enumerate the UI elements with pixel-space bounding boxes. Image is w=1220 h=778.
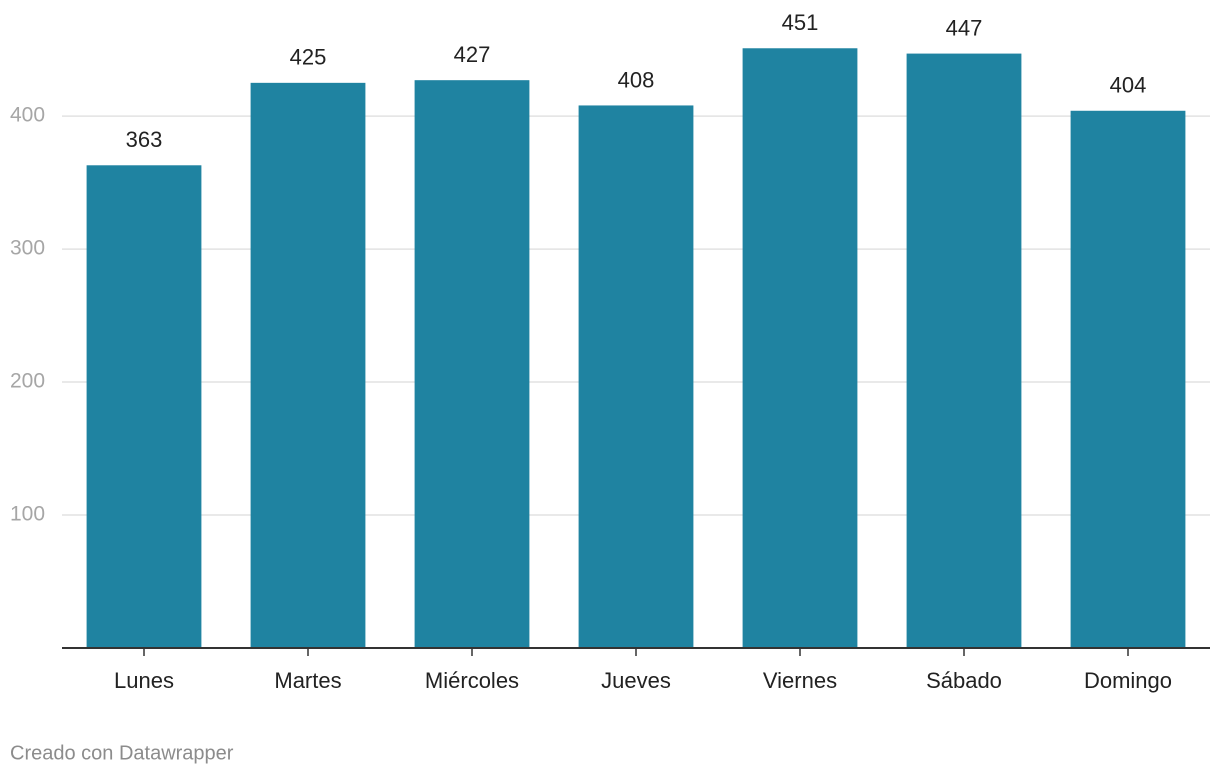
- y-tick-label: 400: [10, 104, 45, 127]
- x-tick-label: Lunes: [114, 668, 174, 693]
- bar: [250, 82, 366, 648]
- value-label: 425: [290, 45, 327, 70]
- value-label: 404: [1110, 73, 1147, 98]
- bar: [414, 80, 530, 649]
- value-label: 447: [946, 15, 983, 40]
- x-tick-label: Miércoles: [425, 668, 519, 693]
- bar: [578, 105, 694, 649]
- y-tick-label: 200: [10, 370, 45, 393]
- x-tick-label: Sábado: [926, 668, 1002, 693]
- y-tick-label: 100: [10, 503, 45, 526]
- bar: [906, 53, 1022, 649]
- credit: Creado con Datawrapper: [10, 742, 234, 764]
- y-tick-label: 300: [10, 237, 45, 260]
- value-label: 451: [782, 10, 819, 35]
- bar: [86, 165, 202, 648]
- x-tick-label: Domingo: [1084, 668, 1172, 693]
- value-label: 363: [126, 127, 163, 152]
- value-label: 427: [454, 42, 491, 67]
- x-tick-label: Jueves: [601, 668, 671, 693]
- x-tick-label: Viernes: [763, 668, 837, 693]
- bar: [1070, 110, 1186, 648]
- x-tick-label: Martes: [274, 668, 341, 693]
- bar: [742, 48, 858, 649]
- value-label: 408: [618, 67, 655, 92]
